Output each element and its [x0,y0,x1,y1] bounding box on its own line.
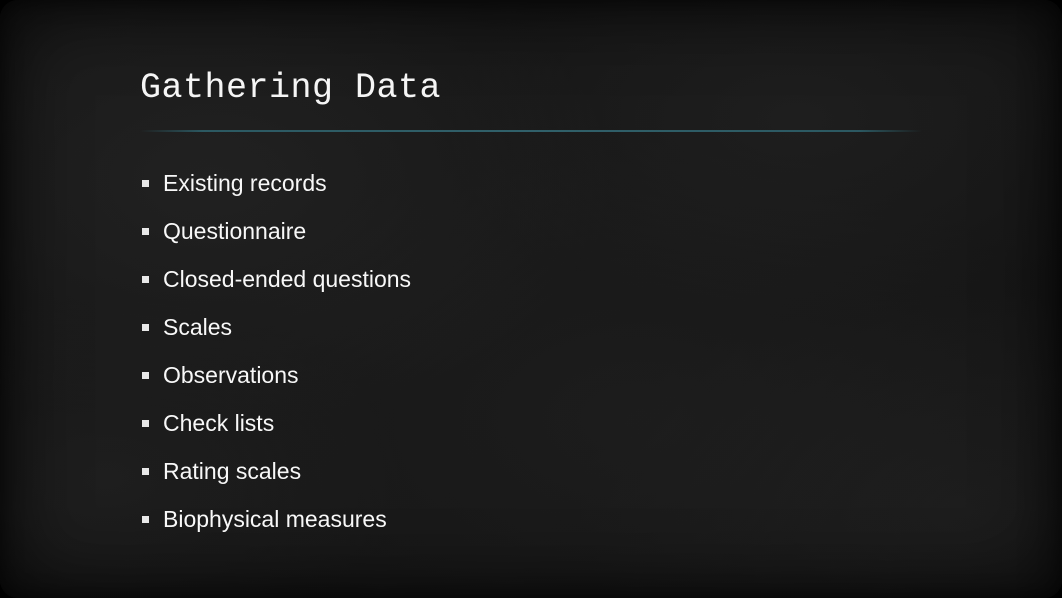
list-item-label: Questionnaire [163,218,306,245]
bullet-marker-icon [142,516,149,523]
list-item: Biophysical measures [140,506,922,533]
bullet-marker-icon [142,324,149,331]
slide-title: Gathering Data [140,68,922,108]
list-item-label: Check lists [163,410,274,437]
list-item-label: Biophysical measures [163,506,387,533]
title-divider [140,130,922,132]
bullet-marker-icon [142,468,149,475]
list-item-label: Observations [163,362,299,389]
list-item: Closed-ended questions [140,266,922,293]
presentation-slide: Gathering Data Existing records Question… [0,0,1062,598]
list-item-label: Existing records [163,170,327,197]
bullet-marker-icon [142,228,149,235]
list-item: Observations [140,362,922,389]
bullet-marker-icon [142,180,149,187]
list-item-label: Rating scales [163,458,301,485]
bullet-marker-icon [142,372,149,379]
list-item: Scales [140,314,922,341]
bullet-marker-icon [142,276,149,283]
bullet-marker-icon [142,420,149,427]
list-item-label: Closed-ended questions [163,266,411,293]
list-item-label: Scales [163,314,232,341]
list-item: Questionnaire [140,218,922,245]
list-item: Existing records [140,170,922,197]
list-item: Check lists [140,410,922,437]
bullet-list: Existing records Questionnaire Closed-en… [140,170,922,533]
list-item: Rating scales [140,458,922,485]
